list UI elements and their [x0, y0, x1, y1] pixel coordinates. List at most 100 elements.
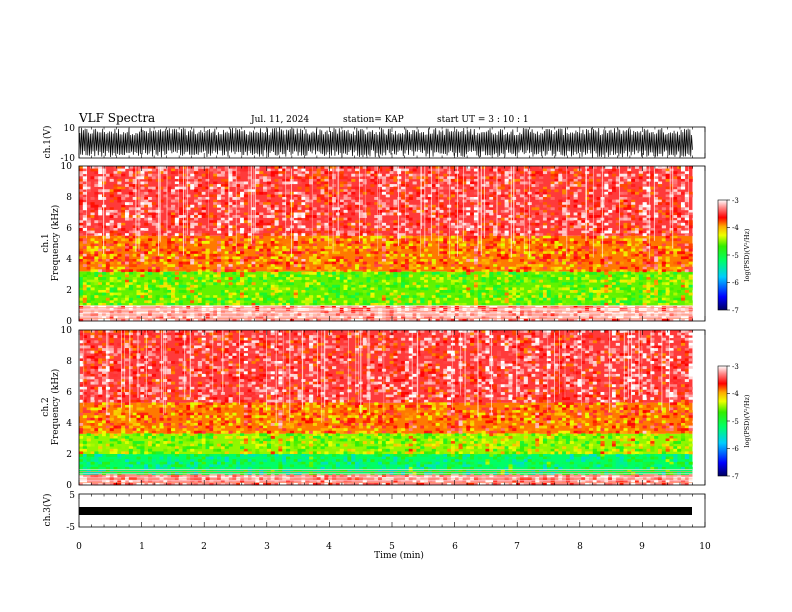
- ch1-spec-cell: [312, 266, 318, 270]
- ch1-spec-cell: [550, 184, 555, 187]
- ch1-spec-cell: [213, 279, 218, 283]
- ch1-spec-cell: [473, 186, 479, 190]
- ch1-spec-cell: [151, 279, 156, 283]
- ch1-spec-cell: [182, 266, 187, 270]
- ch1-spec-cell: [197, 215, 202, 218]
- ch1-spec-cell: [293, 181, 298, 185]
- ch1-spec-cell: [220, 240, 225, 244]
- ch1-spec-cell: [255, 302, 260, 306]
- ch1-spec-cell: [638, 228, 643, 231]
- ch1-spec-cell: [646, 290, 651, 293]
- ch1-spec-cell: [324, 292, 329, 296]
- ch1-spec-cell: [370, 290, 375, 293]
- ch1-spec-cell: [362, 238, 367, 242]
- ch1-spec-cell: [117, 302, 122, 306]
- ch1-spec-cell: [550, 168, 555, 172]
- ch1-spec-cell: [293, 253, 298, 257]
- ch1-spec-cell: [136, 171, 141, 175]
- ch1-spec-cell: [201, 256, 206, 260]
- ch1-spec-cell: [443, 207, 448, 211]
- ch1-spec-cell: [489, 209, 494, 213]
- ch1-spec-cell: [393, 225, 398, 229]
- ch1-spec-cell: [167, 197, 172, 200]
- ch1-spec-cell: [374, 204, 379, 208]
- ch1-spec-cell: [305, 215, 310, 218]
- ch1-spec-cell: [631, 194, 636, 198]
- ch1-spec-cell: [113, 168, 118, 172]
- ch1-spec-cell: [171, 253, 176, 257]
- ch1-spec-cell: [450, 266, 456, 270]
- ch1-spec-cell: [623, 266, 628, 270]
- ch1-spec-cell: [631, 264, 636, 268]
- ch1-spec-cell: [128, 191, 133, 195]
- ch1-spec-cell: [259, 225, 264, 229]
- ch1-spec-cell: [263, 259, 268, 262]
- ch1-spec-cell: [519, 279, 525, 283]
- ch1-spec-cell: [611, 282, 617, 286]
- ch1-spec-cell: [378, 264, 383, 268]
- ch1-spec-cell: [385, 282, 390, 286]
- ch1-spec-cell: [535, 212, 540, 216]
- ch1-spec-cell: [121, 168, 126, 172]
- ch1-spec-cell: [604, 302, 609, 306]
- ch1-spec-cell: [577, 171, 582, 175]
- ch1-spec-cell: [554, 243, 559, 247]
- ch1-spec-cell: [424, 220, 429, 224]
- ch1-spec-cell: [546, 253, 551, 257]
- ch1-spec-cell: [128, 207, 133, 211]
- ch1-spec-cell: [581, 181, 586, 185]
- ch1-spec-cell: [588, 246, 594, 249]
- ch1-spec-cell: [569, 184, 574, 187]
- ch1-spec-cell: [220, 256, 225, 260]
- ch1-spec-cell: [190, 184, 195, 187]
- ch1-spec-cell: [523, 318, 528, 322]
- ch1-spec-cell: [439, 204, 444, 208]
- ch1-spec-cell: [90, 282, 95, 286]
- ch1-spec-cell: [155, 222, 160, 226]
- ch1-spec-cell: [159, 274, 164, 278]
- ch1-spec-cell: [485, 191, 490, 195]
- ch1-spec-cell: [328, 197, 333, 200]
- ch1-spec-cell: [182, 181, 187, 185]
- ch1-spec-cell: [105, 266, 110, 270]
- ch1-spec-cell: [293, 204, 298, 208]
- ch1-spec-cell: [596, 240, 601, 244]
- ch1-spec-cell: [588, 176, 594, 180]
- ch1-spec-cell: [289, 261, 295, 265]
- ch1-spec-cell: [516, 178, 521, 182]
- ch1-spec-cell: [132, 253, 137, 257]
- ch1-spec-cell: [546, 271, 551, 275]
- ch1-spec-cell: [128, 271, 133, 275]
- ch1-spec-cell: [485, 253, 490, 257]
- ch1-spec-cell: [247, 186, 252, 190]
- ch1-spec-cell: [263, 271, 268, 275]
- ch1-spec-cell: [174, 184, 179, 187]
- ch1-spec-cell: [266, 204, 272, 208]
- ch1-spec-cell: [565, 310, 571, 314]
- ch1-spec-cell: [458, 274, 463, 278]
- ch1-spec-cell: [243, 238, 248, 242]
- ch1-spec-cell: [167, 318, 172, 322]
- ch1-spec-cell: [301, 202, 306, 206]
- ch1-spec-cell: [217, 277, 222, 280]
- ch1-spec-cell: [431, 300, 436, 304]
- ch1-spec-cell: [615, 230, 620, 234]
- ch1-spec-cell: [343, 184, 348, 187]
- ch1-spec-cell: [190, 181, 195, 185]
- ch1-spec-cell: [282, 228, 287, 231]
- ch1-spec-cell: [339, 310, 344, 314]
- ch1-spec-cell: [424, 181, 429, 185]
- ch1-spec-cell: [627, 178, 632, 182]
- ch1-spec-cell: [109, 261, 114, 265]
- ch1-spec-cell: [220, 274, 225, 278]
- ch1-spec-cell: [493, 209, 498, 213]
- ch1-spec-cell: [504, 266, 509, 270]
- ch1-spec-cell: [420, 176, 425, 180]
- ch1-spec-cell: [366, 264, 371, 268]
- ch1-spec-cell: [243, 199, 248, 203]
- ch1-spec-cell: [424, 259, 429, 262]
- ch1-spec-cell: [351, 173, 356, 177]
- ch1-spec-cell: [385, 297, 390, 301]
- ch1-spec-cell: [581, 209, 586, 213]
- ch1-spec-cell: [466, 176, 471, 180]
